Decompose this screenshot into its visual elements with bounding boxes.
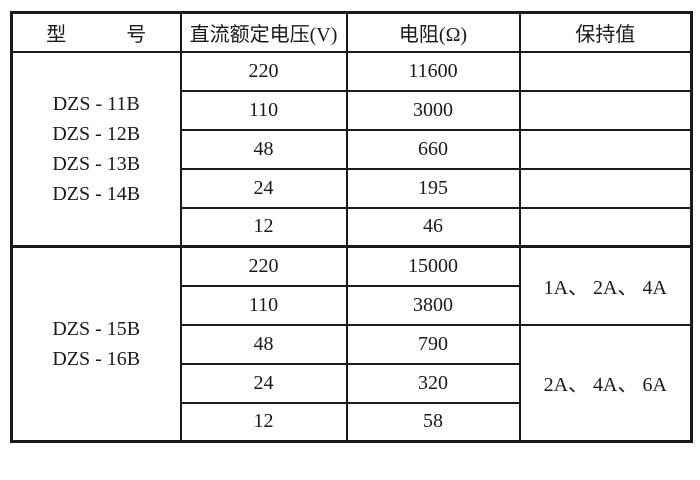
voltage-cell: 220 (179, 245, 348, 287)
table-row: 110 3800 (12, 284, 692, 326)
voltage-cell: 24 (179, 362, 348, 404)
model-name: DZS - 11B (52, 92, 140, 115)
voltage-cell: 12 (179, 206, 348, 248)
holding-cell-empty (518, 89, 693, 131)
resistance-cell: 320 (345, 362, 521, 404)
holding-cell-empty (518, 50, 693, 92)
voltage-cell: 110 (179, 89, 348, 131)
model-cell-group2: DZS - 15B DZS - 16B (10, 245, 182, 443)
resistance-cell: 3800 (345, 284, 521, 326)
model-name: DZS - 16B (52, 348, 141, 370)
table-row: 12 58 (12, 401, 692, 443)
voltage-cell: 220 (179, 50, 348, 92)
header-voltage: 直流额定电压(V) (179, 11, 348, 53)
table-row: DZS - 11B DZS - 12B DZS - 13B DZS - 14B … (10, 50, 693, 248)
header-holding: 保持值 (518, 11, 693, 53)
voltage-cell: 12 (179, 401, 348, 443)
holding-cell-empty (518, 167, 693, 209)
voltage-cell: 24 (179, 167, 348, 209)
holding-cell-2a-4a-6a: 2A、 4A、 6A (518, 323, 693, 443)
table-row: 110 3000 (12, 89, 693, 131)
table-row: 12 46 (12, 206, 693, 248)
header-model: 型 号 (10, 11, 182, 53)
voltage-cell: 48 (179, 323, 348, 365)
resistance-cell: 15000 (345, 245, 521, 287)
resistance-cell: 660 (345, 128, 521, 170)
header-resistance: 电阻(Ω) (345, 11, 521, 53)
voltage-cell: 48 (179, 128, 348, 170)
holding-cell-1a-2a-4a: 1A、 2A、 4A (518, 245, 693, 326)
voltage-cell: 110 (179, 284, 348, 326)
table-row: 24 195 (12, 167, 693, 209)
resistance-cell: 58 (345, 401, 521, 443)
resistance-cell: 790 (345, 323, 521, 365)
model-name: DZS - 15B (52, 318, 141, 340)
model-cell-group1: DZS - 11B DZS - 12B DZS - 13B DZS - 14B (10, 50, 182, 248)
header-row: 型 号 直流额定电压(V) 电阻(Ω) 保持值 (10, 11, 693, 53)
holding-cell-empty (518, 206, 693, 248)
resistance-cell: 3000 (345, 89, 521, 131)
model-name: DZS - 14B (52, 182, 141, 205)
resistance-cell: 46 (345, 206, 521, 248)
model-name: DZS - 12B (52, 122, 141, 145)
relay-spec-table: 型 号 直流额定电压(V) 电阻(Ω) 保持值 DZS - 11B DZS - … (10, 11, 693, 443)
model-name: DZS - 13B (52, 152, 141, 175)
table-row: 48 790 2A、 4A、 6A (12, 323, 693, 443)
resistance-cell: 195 (345, 167, 521, 209)
table-row: 24 320 (12, 362, 692, 404)
table-row: DZS - 15B DZS - 16B 220 15000 1A、 2A、 4A (10, 245, 693, 443)
table-row: 48 660 (12, 128, 693, 170)
resistance-cell: 11600 (345, 50, 521, 92)
holding-cell-empty (518, 128, 693, 170)
